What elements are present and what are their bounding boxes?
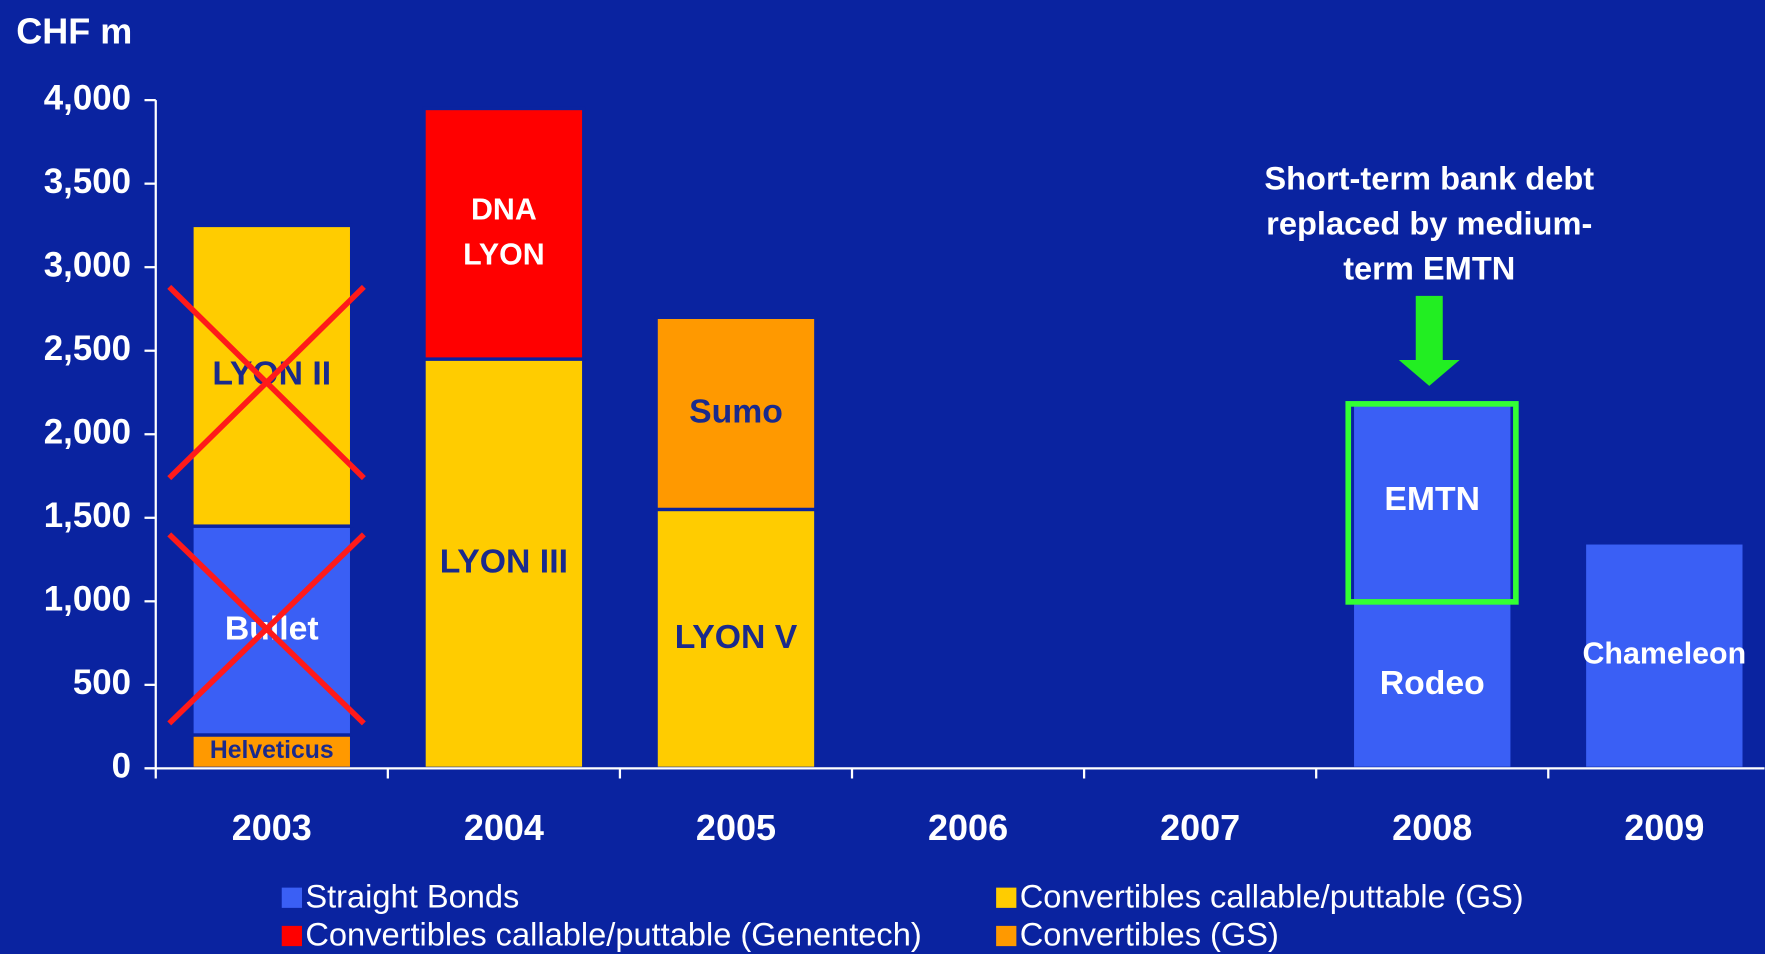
segment-label: Chameleon [1582, 638, 1746, 671]
x-tick-label: 2003 [232, 807, 312, 848]
segment-label: Sumo [689, 392, 783, 430]
segment-label: LYON [463, 238, 545, 271]
annotation: Short-term bank debt [1264, 160, 1594, 197]
segment-label: LYON V [675, 618, 798, 656]
y-tick-label: 2,000 [44, 412, 131, 451]
annotation: term EMTN [1343, 250, 1515, 287]
x-tick-label: 2004 [464, 807, 544, 848]
y-axis-label: CHF m [16, 10, 132, 51]
x-tick-label: 2005 [696, 807, 776, 848]
legend-swatch [996, 887, 1017, 908]
arrow [1398, 295, 1460, 386]
segment-label: EMTN [1384, 480, 1480, 518]
x-tick-label: 2007 [1160, 807, 1240, 848]
annotation: replaced by medium- [1266, 205, 1592, 242]
x-tick-label: 2008 [1392, 807, 1472, 848]
segment-label: Helveticus [210, 737, 334, 764]
legend-label: Straight Bonds [305, 877, 519, 914]
y-tick-label: 1,500 [44, 496, 131, 535]
y-tick-label: 2,500 [44, 329, 131, 368]
cross-line [167, 532, 366, 726]
segment-label: Bullet [225, 609, 319, 647]
legend-label: Convertibles callable/puttable (Genentec… [305, 916, 921, 953]
legend-swatch [996, 925, 1017, 947]
bar-segment [422, 106, 586, 361]
cross-line [167, 284, 366, 481]
bar-segment [422, 357, 586, 771]
y-tick-label: 3,000 [44, 245, 131, 284]
plot: 0 500 1,000 1,500 2,000 2,500 3,000 3,500 4,000 H… [44, 78, 1765, 953]
bar-segment [654, 315, 818, 512]
segment-label: LYON III [440, 543, 568, 581]
legend-label: Convertibles callable/puttable (GS) [1020, 877, 1524, 914]
legend-label: Convertibles (GS) [1020, 916, 1279, 953]
x-tick-label: 2006 [928, 807, 1008, 848]
highlight-box [1345, 401, 1519, 605]
y-tick-label: 4,000 [44, 78, 131, 117]
crosses [167, 284, 366, 726]
segment-label: DNA [471, 193, 537, 226]
legend-swatch [281, 887, 302, 908]
y-tick-label: 0 [112, 747, 131, 786]
y-tick-label: 3,500 [44, 162, 131, 201]
segment-label: Rodeo [1380, 664, 1485, 702]
x-tick-label: 2009 [1624, 807, 1704, 848]
bar-segment [654, 507, 818, 771]
y-tick-label: 1,000 [44, 580, 131, 619]
bar-segment [1350, 599, 1514, 771]
y-tick-label: 500 [73, 663, 131, 702]
legend-swatch [281, 925, 302, 947]
